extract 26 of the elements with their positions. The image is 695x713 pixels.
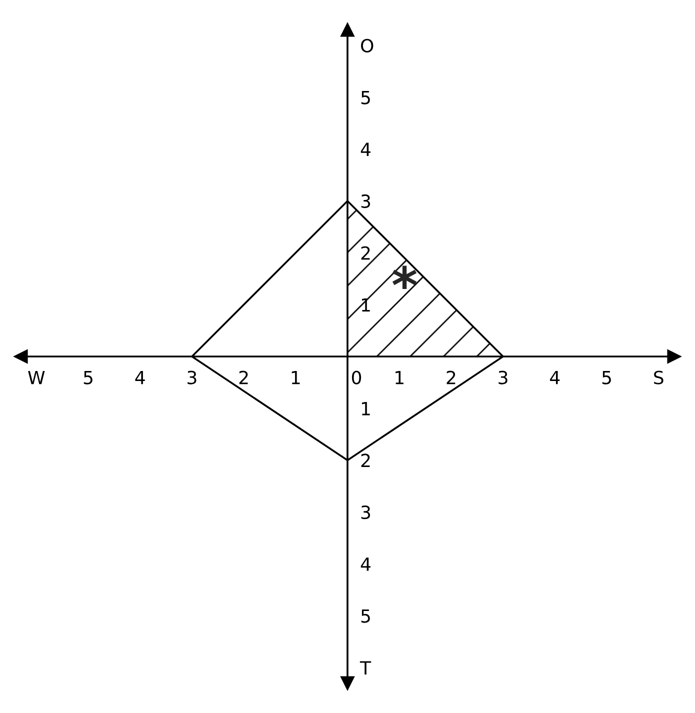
y-tick-label: 1	[362, 298, 370, 312]
y-tick-label: 2	[361, 246, 370, 260]
y-tick-label: T	[360, 661, 372, 674]
y-tick-label: 3	[361, 506, 370, 520]
x-tick-label: 4	[135, 370, 145, 384]
x-tick-label: 3	[498, 370, 508, 384]
y-tick-label: O	[361, 38, 374, 53]
y-tick-label: 5	[361, 90, 370, 104]
y-tick-label: 1	[362, 402, 370, 416]
x-tick-label: 0	[352, 370, 362, 384]
x-tick-label: 5	[84, 370, 92, 384]
x-tick-label: 2	[239, 370, 248, 384]
x-tick-label: 5	[602, 370, 611, 384]
x-tick-label: S	[654, 370, 664, 384]
y-tick-label: 5	[361, 609, 370, 623]
y-tick-label: 4	[360, 558, 370, 571]
x-tick-label: 1	[292, 370, 300, 384]
y-tick-label: 4	[360, 142, 370, 156]
annotation: *	[392, 266, 417, 289]
x-tick-label: 2	[446, 370, 456, 384]
x-tick-label: 4	[550, 370, 560, 384]
y-tick-label: 2	[361, 454, 370, 468]
x-tick-label: 1	[396, 370, 404, 384]
y-tick-label: 3	[361, 194, 370, 208]
x-tick-label: 3	[188, 370, 196, 384]
x-tick-label: W	[28, 370, 45, 384]
